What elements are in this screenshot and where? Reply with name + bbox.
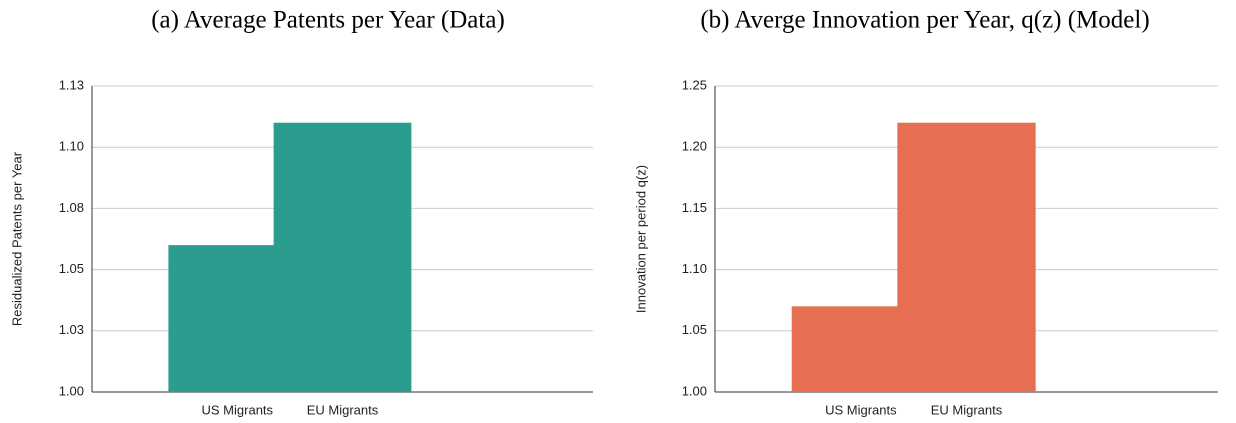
x-tick-label: EU Migrants	[307, 402, 379, 417]
y-tick-label: 1.05	[59, 261, 84, 276]
y-axis-label: Residualized Patents per Year	[9, 151, 24, 326]
y-tick-label: 1.13	[59, 77, 84, 92]
x-tick-label: EU Migrants	[931, 402, 1003, 417]
bar	[897, 122, 1036, 392]
y-tick-label: 1.00	[59, 383, 84, 398]
chart-title: (b) Averge Innovation per Year, q(z) (Mo…	[700, 7, 1149, 34]
y-tick-label: 1.10	[682, 261, 707, 276]
y-tick-label: 1.25	[682, 77, 707, 92]
x-tick-label: US Migrants	[825, 402, 897, 417]
y-axis-label: Innovation per period q(z)	[633, 165, 648, 313]
y-tick-label: 1.03	[59, 322, 84, 337]
bar	[273, 122, 412, 392]
y-tick-label: 1.20	[682, 139, 707, 154]
y-tick-label: 1.15	[682, 200, 707, 215]
chart-title: (a) Average Patents per Year (Data)	[151, 7, 505, 34]
y-tick-label: 1.08	[59, 200, 84, 215]
y-tick-label: 1.05	[682, 322, 707, 337]
y-tick-label: 1.10	[59, 139, 84, 154]
y-tick-label: 1.00	[682, 383, 707, 398]
x-tick-label: US Migrants	[202, 402, 274, 417]
